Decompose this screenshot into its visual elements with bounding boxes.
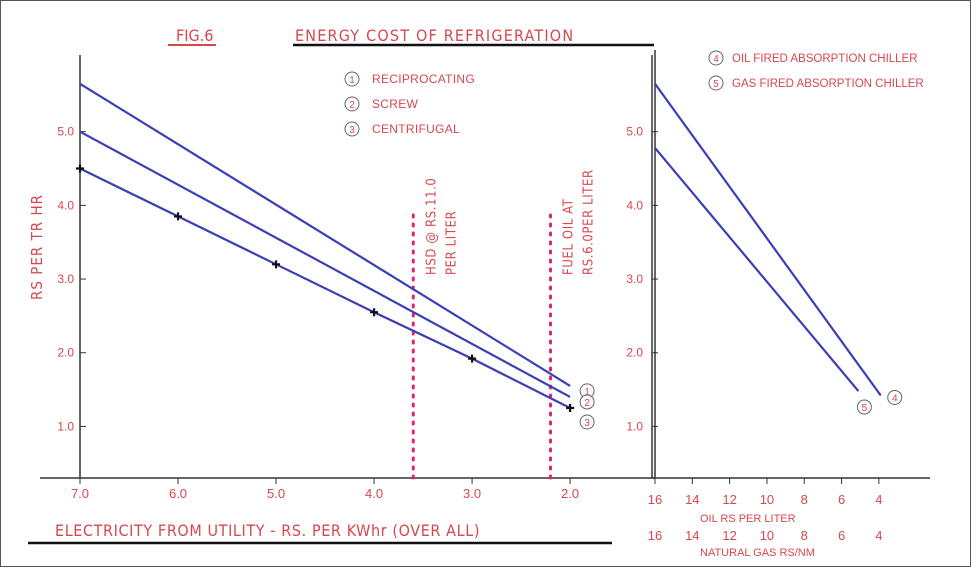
legend-number-circle <box>344 96 360 112</box>
right-x-axis-label-oil: OIL RS PER LITER <box>700 513 796 525</box>
right-x-tick-label-oil: 12 <box>722 492 736 507</box>
series-end-label-circle <box>887 389 903 405</box>
right-x-tick-label-gas: 4 <box>875 528 882 543</box>
series-end-label: 3 <box>584 418 590 429</box>
left-annotations: HSD @ RS.11.0 PER LITER FUEL OIL AT RS.6.0P… <box>411 169 596 480</box>
right-x-tick-label-oil: 6 <box>838 492 845 507</box>
left-data-point <box>76 164 84 173</box>
legend-number: 2 <box>349 100 355 111</box>
right-x-tick-label-gas: 8 <box>801 528 808 543</box>
series-end-label: 1 <box>584 387 590 398</box>
right-x-tick-label-oil: 10 <box>760 492 774 507</box>
annotation-text-line1: FUEL OIL AT <box>561 198 576 275</box>
legend-number-circle <box>344 71 360 87</box>
legend-number: 5 <box>713 79 719 90</box>
right-legend: 4 OIL FIRED ABSORPTION CHILLER 5 GAS FIRED … <box>708 50 924 91</box>
legend-number-circle <box>344 121 360 137</box>
right-x-tick-label-gas: 16 <box>648 528 662 543</box>
right-series-line-5 <box>654 147 860 392</box>
left-series-line-1 <box>79 82 571 387</box>
left-x-tick-label: 5.0 <box>267 486 285 501</box>
right-x-ticks: 16 16 14 14 12 12 10 10 8 8 6 6 4 4 <box>648 478 882 543</box>
left-x-ticks: 7.0 6.0 5.0 4.0 3.0 2.0 <box>71 478 579 501</box>
left-y-tick-label: 4.0 <box>57 198 74 212</box>
legend-number-circle <box>708 50 724 66</box>
left-x-tick-label: 3.0 <box>463 486 481 501</box>
legend-entry: CENTRIFUGAL <box>372 122 460 136</box>
series-end-label-circle <box>579 414 595 430</box>
annotation-text-line1: HSD @ RS.11.0 <box>424 178 439 275</box>
series-end-label: 4 <box>892 393 898 404</box>
legend-number: 4 <box>713 54 719 65</box>
chart-title: ENERGY COST OF REFRIGERATION <box>295 26 574 45</box>
right-y-tick-label: 2.0 <box>626 346 643 360</box>
left-series-line-3 <box>79 167 571 409</box>
right-x-tick-label-oil: 8 <box>801 492 808 507</box>
right-y-tick-label: 1.0 <box>626 419 643 433</box>
left-x-tick-label: 6.0 <box>169 486 187 501</box>
legend-entry: SCREW <box>372 97 419 111</box>
left-series: 123 <box>76 82 595 430</box>
series-end-label-circle <box>856 399 872 415</box>
left-y-axis-label: RS PER TR HR <box>28 194 46 300</box>
legend-entry: RECIPROCATING <box>372 72 475 86</box>
left-data-point <box>566 404 575 412</box>
left-y-tick-label: 3.0 <box>57 272 74 286</box>
legend-entry: OIL FIRED ABSORPTION CHILLER <box>732 53 918 65</box>
right-series-line-4 <box>654 83 882 397</box>
right-x-tick-label-gas: 14 <box>685 528 699 543</box>
left-y-tick-label: 5.0 <box>57 125 74 139</box>
annotation-text-line2: PER LITER <box>444 211 459 275</box>
right-y-tick-label: 5.0 <box>626 125 643 139</box>
left-x-axis-label: ELECTRICITY FROM UTILITY - RS. PER KWhr … <box>55 521 480 540</box>
left-y-ticks: 1.0 2.0 3.0 4.0 5.0 <box>57 125 86 433</box>
legend-number: 1 <box>349 75 355 86</box>
right-y-ticks: 1.0 2.0 3.0 4.0 5.0 <box>626 125 658 433</box>
left-data-point <box>370 308 379 317</box>
left-data-point <box>468 354 477 363</box>
right-series: 45 <box>654 83 903 415</box>
left-series-line-2 <box>79 130 571 398</box>
series-end-label: 2 <box>584 398 590 409</box>
left-x-tick-label: 4.0 <box>365 486 383 501</box>
legend-number-circle <box>708 75 724 91</box>
right-y-tick-label: 4.0 <box>626 198 643 212</box>
legend-entry: GAS FIRED ABSORPTION CHILLER <box>732 78 924 90</box>
legend-number: 3 <box>349 125 355 136</box>
annotation-text-line2: RS.6.0PER LITER <box>581 169 596 275</box>
series-end-label: 5 <box>862 403 868 414</box>
left-x-tick-label: 2.0 <box>561 486 579 501</box>
right-y-tick-label: 3.0 <box>626 272 643 286</box>
left-legend: 1 RECIPROCATING 2 SCREW 3 CENTRIFUGAL <box>344 71 475 137</box>
right-x-tick-label-oil: 4 <box>875 492 882 507</box>
left-data-point <box>174 212 183 221</box>
right-x-tick-label-gas: 12 <box>722 528 736 543</box>
fig-label: FIG.6 <box>176 26 213 45</box>
left-y-tick-label: 1.0 <box>57 419 74 433</box>
right-x-axis-label-gas: NATURAL GAS RS/NM <box>700 547 815 559</box>
right-x-tick-label-gas: 6 <box>838 528 845 543</box>
right-x-tick-label-gas: 10 <box>760 528 774 543</box>
left-data-point <box>272 260 281 269</box>
left-y-tick-label: 2.0 <box>57 346 74 360</box>
right-x-tick-label-oil: 14 <box>685 492 699 507</box>
series-end-label-circle <box>579 394 595 410</box>
left-x-tick-label: 7.0 <box>71 486 89 501</box>
right-x-tick-label-oil: 16 <box>648 492 662 507</box>
